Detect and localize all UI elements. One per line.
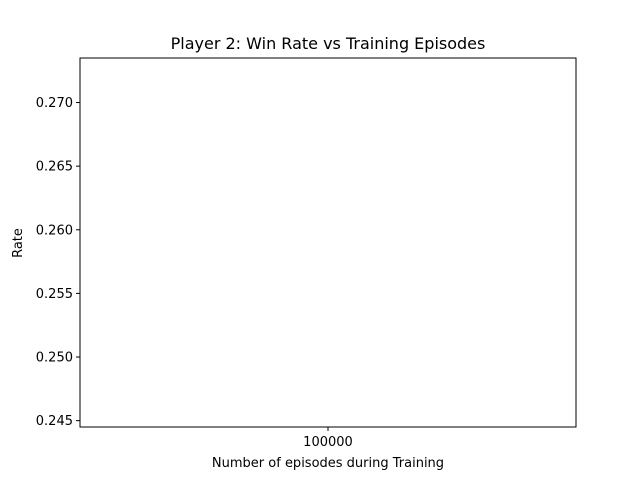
x-axis-ticks: 100000 [303,427,353,450]
x-tick-label: 100000 [303,435,353,450]
y-tick-label: 0.265 [36,160,73,175]
plot-area-frame [79,57,577,428]
y-tick-label: 0.260 [36,223,73,238]
y-tick-label: 0.255 [36,287,73,302]
chart-title: Player 2: Win Rate vs Training Episodes [171,34,486,53]
x-axis-label: Number of episodes during Training [212,456,444,471]
y-tick-label: 0.250 [36,351,73,366]
y-axis-ticks: 0.245 0.250 0.255 0.260 0.265 0.270 [36,96,80,429]
y-axis-label: Rate [11,228,26,258]
y-tick-label: 0.270 [36,96,73,111]
y-tick-label: 0.245 [36,414,73,429]
